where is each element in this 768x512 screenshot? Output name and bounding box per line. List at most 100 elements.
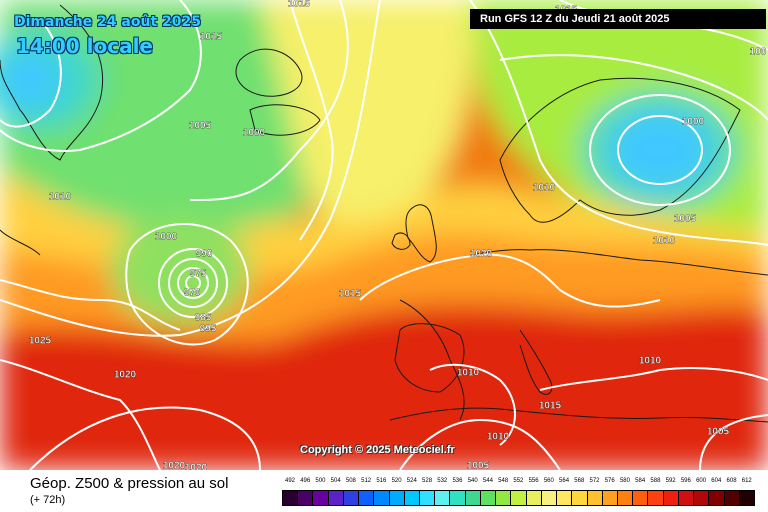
scale-label: 536 <box>452 478 463 484</box>
scale-label: 600 <box>696 478 707 484</box>
color-scale <box>282 490 755 506</box>
scale-swatch <box>464 490 481 506</box>
scale-label: 528 <box>422 478 433 484</box>
isobar-label: 1010 <box>639 356 662 367</box>
scale-swatch <box>449 490 466 506</box>
scale-swatch <box>586 490 603 506</box>
scale-swatch <box>510 490 527 506</box>
scale-swatch <box>647 490 664 506</box>
isobar-label: 1020 <box>470 249 493 260</box>
copyright-label: Copyright © 2025 Meteociel.fr <box>300 444 455 456</box>
forecast-offset: (+ 72h) <box>30 494 66 506</box>
isobar-label: 1015 <box>339 289 362 300</box>
scale-label: 560 <box>543 478 554 484</box>
map-title: Géop. Z500 & pression au sol <box>30 475 229 492</box>
scale-swatch <box>601 490 618 506</box>
scale-swatch <box>403 490 421 506</box>
isobar-label: 1005 <box>467 461 490 470</box>
isobar-label: 1005 <box>674 214 697 225</box>
scale-label: 540 <box>467 478 478 484</box>
scale-swatch <box>616 490 634 506</box>
scale-swatch <box>373 490 390 506</box>
isobar-label: 1000 <box>682 117 705 128</box>
isobar-label: 1020 <box>114 370 137 381</box>
isobar-label: 1020 <box>163 461 186 470</box>
scale-swatch <box>708 490 725 506</box>
scale-label: 572 <box>589 478 600 484</box>
scale-label: 588 <box>650 478 661 484</box>
isobar-label: 990 <box>196 249 213 260</box>
scale-swatch <box>540 490 558 506</box>
isobar-label: 1010 <box>457 368 480 379</box>
scale-swatch <box>434 490 451 506</box>
scale-label: 596 <box>680 478 691 484</box>
scale-swatch <box>388 490 405 506</box>
scale-label: 580 <box>619 478 630 484</box>
isobar-label: 1010 <box>49 192 72 203</box>
scale-swatch <box>358 490 375 506</box>
scale-swatch <box>297 490 314 506</box>
isobar-label: 1015 <box>200 32 223 43</box>
isobar-label: 1010 <box>653 236 676 247</box>
forecast-time: 14:00 locale <box>16 34 153 58</box>
scale-swatch <box>479 490 497 506</box>
isobar-labels: 1015 1015 1015 1005 1000 1010 1000 990 975 970 985… <box>29 0 767 470</box>
isobar-label: 970 <box>184 288 201 299</box>
isobar-label: 100 <box>750 47 767 58</box>
color-scale-labels: 492 496 500 504 508 512 516 520 524 528 532 536 540 5… <box>282 478 754 488</box>
scale-label: 556 <box>528 478 539 484</box>
scale-label: 552 <box>513 478 524 484</box>
scale-swatch <box>282 490 299 506</box>
isobar-label: 1000 <box>155 232 178 243</box>
scale-swatch <box>525 490 542 506</box>
scale-swatch <box>662 490 679 506</box>
scale-swatch <box>495 490 512 506</box>
isobar-label: 1010 <box>487 432 510 443</box>
scale-label: 500 <box>315 478 326 484</box>
scale-swatch <box>723 490 740 506</box>
coastlines <box>0 4 768 423</box>
scale-label: 608 <box>726 478 737 484</box>
scale-label: 496 <box>300 478 311 484</box>
scale-label: 568 <box>574 478 585 484</box>
scale-label: 508 <box>345 478 356 484</box>
scale-swatch <box>738 490 755 506</box>
isobar-label: 1010 <box>533 183 556 194</box>
isobar-label: 995 <box>200 324 217 335</box>
scale-swatch <box>327 490 344 506</box>
scale-swatch <box>556 490 573 506</box>
scale-label: 576 <box>604 478 615 484</box>
scale-swatch <box>419 490 436 506</box>
isobar-label: 1020 <box>185 463 208 470</box>
run-info-label: Run GFS 12 Z du Jeudi 21 août 2025 <box>470 9 766 29</box>
scale-swatch <box>693 490 710 506</box>
scale-swatch <box>312 490 329 506</box>
scale-label: 564 <box>559 478 570 484</box>
isobar-label: 1000 <box>243 128 266 139</box>
forecast-date: Dimanche 24 août 2025 <box>14 14 201 30</box>
map-canvas: 1015 1015 1015 1005 1000 1010 1000 990 975 970 985… <box>0 0 768 470</box>
scale-label: 532 <box>437 478 448 484</box>
scale-label: 544 <box>482 478 493 484</box>
isobar-label: 985 <box>195 313 212 324</box>
isobar-label: 1025 <box>29 336 52 347</box>
isobar-label: 975 <box>190 269 207 280</box>
isobars <box>0 0 768 470</box>
scale-label: 512 <box>361 478 372 484</box>
scale-label: 604 <box>711 478 722 484</box>
scale-label: 524 <box>406 478 417 484</box>
scale-label: 520 <box>391 478 402 484</box>
scale-label: 516 <box>376 478 387 484</box>
scale-label: 584 <box>635 478 646 484</box>
scale-swatch <box>632 490 649 506</box>
isobar-label: 1015 <box>539 401 562 412</box>
scale-label: 612 <box>741 478 752 484</box>
scale-swatch <box>677 490 695 506</box>
isobar-label: 1005 <box>707 427 730 438</box>
isobar-label: 1005 <box>189 121 212 132</box>
scale-label: 548 <box>498 478 509 484</box>
scale-swatch <box>571 490 588 506</box>
scale-label: 592 <box>665 478 676 484</box>
isobar-label: 1015 <box>288 0 311 10</box>
